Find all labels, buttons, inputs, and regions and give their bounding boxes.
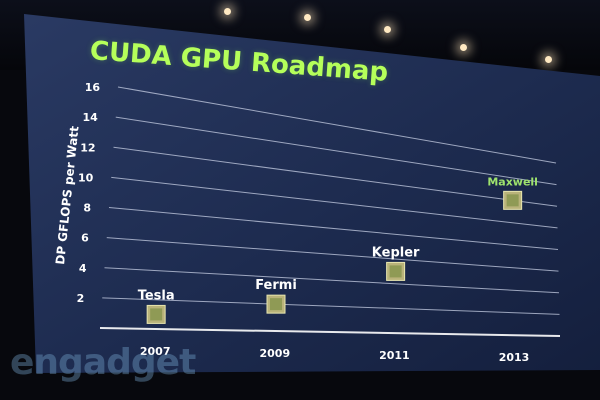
gpu-chip-marker xyxy=(386,261,406,281)
y-tick-label: 16 xyxy=(85,81,101,94)
ceiling-light xyxy=(384,26,391,33)
y-tick-label: 10 xyxy=(78,171,94,184)
y-tick-labels: 2 4 6 8 10 12 14 16 xyxy=(77,81,101,305)
chip-die xyxy=(270,298,283,311)
chip-die xyxy=(389,265,402,278)
x-tick-label: 2009 xyxy=(259,347,290,360)
chip-label: Tesla xyxy=(138,288,175,303)
chip-label: Kepler xyxy=(372,245,420,260)
ceiling-light xyxy=(304,14,311,21)
gridline xyxy=(102,297,560,315)
gridline xyxy=(115,116,557,186)
chip-die xyxy=(150,308,163,321)
y-tick-label: 8 xyxy=(83,202,91,215)
chip-label: Maxwell xyxy=(487,175,538,188)
y-tick-label: 12 xyxy=(80,141,95,154)
gridline xyxy=(106,237,559,272)
gridline xyxy=(111,176,558,229)
x-axis-line xyxy=(99,327,561,337)
y-tick-label: 4 xyxy=(79,262,87,275)
y-tick-label: 6 xyxy=(81,232,89,245)
gpu-chip-marker xyxy=(503,190,523,210)
chip-die xyxy=(506,194,519,207)
engadget-watermark: engadget xyxy=(10,342,196,383)
x-tick-label: 2007 xyxy=(140,345,171,358)
x-tick-label: 2011 xyxy=(379,349,410,362)
gridline xyxy=(104,267,560,294)
gridline xyxy=(108,207,559,250)
y-tick-label: 14 xyxy=(82,111,98,124)
gpu-chip-marker xyxy=(266,294,286,314)
gpu-chip-marker xyxy=(146,304,166,324)
ceiling-light xyxy=(224,8,231,15)
ceiling-light xyxy=(460,44,467,51)
gridline xyxy=(113,146,558,207)
chart-grid xyxy=(99,86,561,337)
ceiling-light xyxy=(545,56,552,63)
chip-markers: Tesla Fermi Kepler Maxwell xyxy=(138,175,538,324)
chip-label: Fermi xyxy=(255,278,297,293)
y-tick-label: 2 xyxy=(77,292,85,305)
gridline xyxy=(117,86,557,164)
x-tick-label: 2013 xyxy=(499,351,530,364)
screen-surface xyxy=(24,14,600,373)
x-tick-labels: 2007 2009 2011 2013 xyxy=(140,345,529,364)
